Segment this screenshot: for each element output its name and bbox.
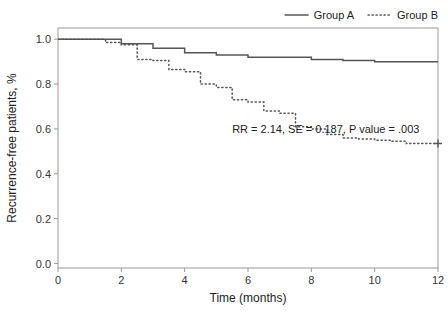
legend-swatch	[285, 14, 309, 16]
y-tick-label: 0.6	[36, 123, 51, 135]
x-tick-label: 2	[118, 274, 124, 286]
y-tick-label: 0.0	[36, 258, 51, 270]
plot-frame	[58, 28, 438, 268]
legend-swatch	[368, 14, 392, 16]
y-tick	[54, 173, 58, 174]
x-tick-label: 10	[369, 274, 381, 286]
y-tick	[54, 39, 58, 40]
legend-label: Group A	[314, 9, 355, 21]
y-tick	[54, 263, 58, 264]
x-tick-label: 0	[55, 274, 61, 286]
legend-item: Group B	[368, 9, 438, 21]
x-tick	[311, 268, 312, 272]
x-tick-label: 4	[182, 274, 188, 286]
y-tick	[54, 218, 58, 219]
x-tick	[184, 268, 185, 272]
series-group	[58, 39, 438, 143]
legend-item: Group A	[285, 9, 355, 21]
x-tick	[121, 268, 122, 272]
x-tick-label: 6	[245, 274, 251, 286]
y-axis-label: Recurrence-free patients, %	[5, 73, 19, 223]
series-line	[58, 39, 438, 143]
x-tick-label: 12	[432, 274, 444, 286]
y-tick	[54, 84, 58, 85]
censor-mark	[434, 140, 442, 148]
legend: Group A Group B	[285, 9, 438, 21]
x-tick	[248, 268, 249, 272]
chart: 0 2 4 6 8 10 12 0.0 0.2 0.4 0.6 0.8 1.0 Time (months)…	[0, 0, 448, 312]
annotation: RR = 2.14, SE = 0.187, P value = .003	[232, 123, 419, 135]
y-tick-label: 0.4	[36, 168, 51, 180]
x-tick	[438, 268, 439, 272]
x-tick	[58, 268, 59, 272]
y-tick	[54, 128, 58, 129]
y-tick-label: 0.2	[36, 213, 51, 225]
y-tick-label: 0.8	[36, 78, 51, 90]
y-tick-label: 1.0	[36, 33, 51, 45]
legend-label: Group B	[397, 9, 438, 21]
x-tick	[374, 268, 375, 272]
x-tick-label: 8	[308, 274, 314, 286]
x-axis-label: Time (months)	[210, 291, 287, 305]
